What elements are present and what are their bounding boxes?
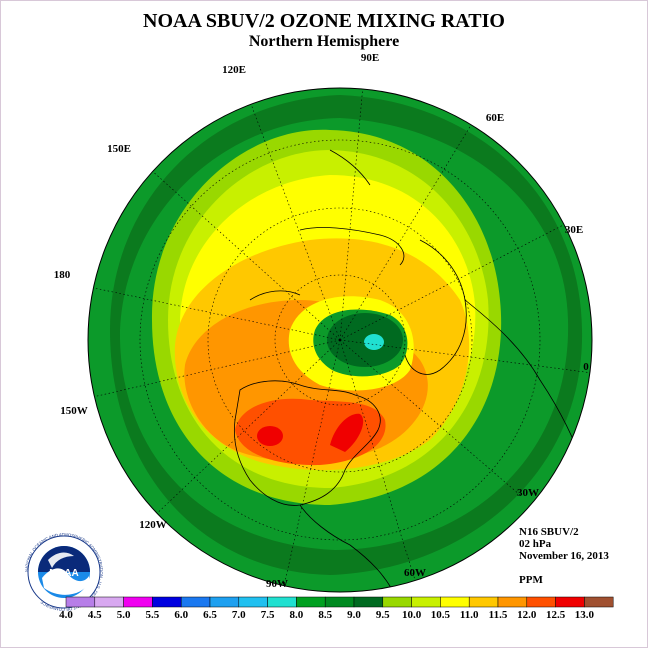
colorbar-swatch xyxy=(267,596,297,608)
colorbar-swatch xyxy=(238,596,268,608)
info-block: N16 SBUV/2 02 hPa November 16, 2013 PPM xyxy=(519,526,609,586)
colorbar-tick-label: 9.5 xyxy=(376,609,390,621)
zone-polar-cyan xyxy=(364,334,384,350)
colorbar-tick-label: 11.0 xyxy=(460,609,479,621)
colorbar-tick-label: 10.0 xyxy=(402,609,422,621)
colorbar-tick-label: 9.0 xyxy=(347,609,361,621)
colorbar-swatch xyxy=(180,596,211,608)
colorbar-swatch xyxy=(324,596,355,608)
colorbar-tick-label: 5.0 xyxy=(117,609,131,621)
colorbar-swatch xyxy=(382,596,412,608)
lon-label-120e: 120E xyxy=(222,64,246,76)
colorbar-tick-label: 13.0 xyxy=(575,609,595,621)
colorbar-swatch xyxy=(152,596,182,608)
colorbar-swatch xyxy=(123,596,153,608)
info-unit: PPM xyxy=(519,574,543,586)
colorbar-tick-label: 11.5 xyxy=(489,609,508,621)
colorbar-tick-label: 7.0 xyxy=(232,609,246,621)
colorbar-tick-label: 7.5 xyxy=(261,609,275,621)
lon-label-180: 180 xyxy=(54,269,71,281)
lon-label-120w: 120W xyxy=(139,519,167,531)
ozone-field xyxy=(88,88,592,592)
logo-text: NOAA xyxy=(49,568,78,579)
lon-label-60e: 60E xyxy=(486,112,504,124)
noaa-logo: NATIONAL OCEANIC AND ATMOSPHERIC ADMINIS… xyxy=(24,532,104,612)
lon-label-90w: 90W xyxy=(266,578,288,590)
colorbar-tick-label: 12.0 xyxy=(517,609,537,621)
map-subtitle: Northern Hemisphere xyxy=(249,33,399,50)
colorbar-tick-label: 10.5 xyxy=(431,609,451,621)
colorbar-swatch xyxy=(65,596,96,608)
colorbar-swatch xyxy=(209,596,240,608)
colorbar-swatch xyxy=(296,596,326,608)
colorbar-swatch xyxy=(440,596,470,608)
colorbar-swatch xyxy=(584,596,614,608)
colorbar-tick-label: 4.0 xyxy=(59,609,73,621)
colorbar-swatch xyxy=(468,596,499,608)
info-satellite: N16 SBUV/2 xyxy=(519,526,579,538)
colorbar-tick-label: 4.5 xyxy=(88,609,102,621)
colorbar-swatch xyxy=(526,596,556,608)
colorbar-swatch xyxy=(94,596,124,608)
graticule xyxy=(88,88,592,591)
colorbar-swatch xyxy=(411,596,441,608)
colorbar-tick-label: 6.0 xyxy=(174,609,188,621)
lon-label-30e: 30E xyxy=(565,224,583,236)
longitude-labels: 90E 60E 30E 0 30W 60W 90W 120W 150W 180 … xyxy=(54,52,590,590)
lon-label-60w: 60W xyxy=(404,567,426,579)
colorbar-tick-label: 8.0 xyxy=(290,609,304,621)
colorbar: 4.0 4.5 5.0 5.5 6.0 6.5 7.0 7.5 8.0 8.5 9.0 9.5 10.0… xyxy=(59,596,614,621)
colorbar-swatch xyxy=(353,596,384,608)
info-date: November 16, 2013 xyxy=(519,550,609,562)
zone-red-west xyxy=(257,426,283,446)
colorbar-tick-label: 5.5 xyxy=(146,609,160,621)
colorbar-swatch xyxy=(555,596,585,608)
map-title: NOAA SBUV/2 OZONE MIXING RATIO xyxy=(143,10,505,32)
lon-label-90e: 90E xyxy=(361,52,379,64)
colorbar-tick-label: 8.5 xyxy=(318,609,332,621)
colorbar-tick-label: 12.5 xyxy=(546,609,566,621)
lon-label-30w: 30W xyxy=(517,487,539,499)
lon-label-150e: 150E xyxy=(107,143,131,155)
lon-label-0: 0 xyxy=(583,361,589,373)
colorbar-tick-label: 6.5 xyxy=(203,609,217,621)
colorbar-swatch xyxy=(497,596,528,608)
zone-red-east xyxy=(330,413,364,452)
lon-label-150w: 150W xyxy=(60,405,88,417)
map-disc-border xyxy=(87,87,593,593)
info-level: 02 hPa xyxy=(519,538,552,550)
